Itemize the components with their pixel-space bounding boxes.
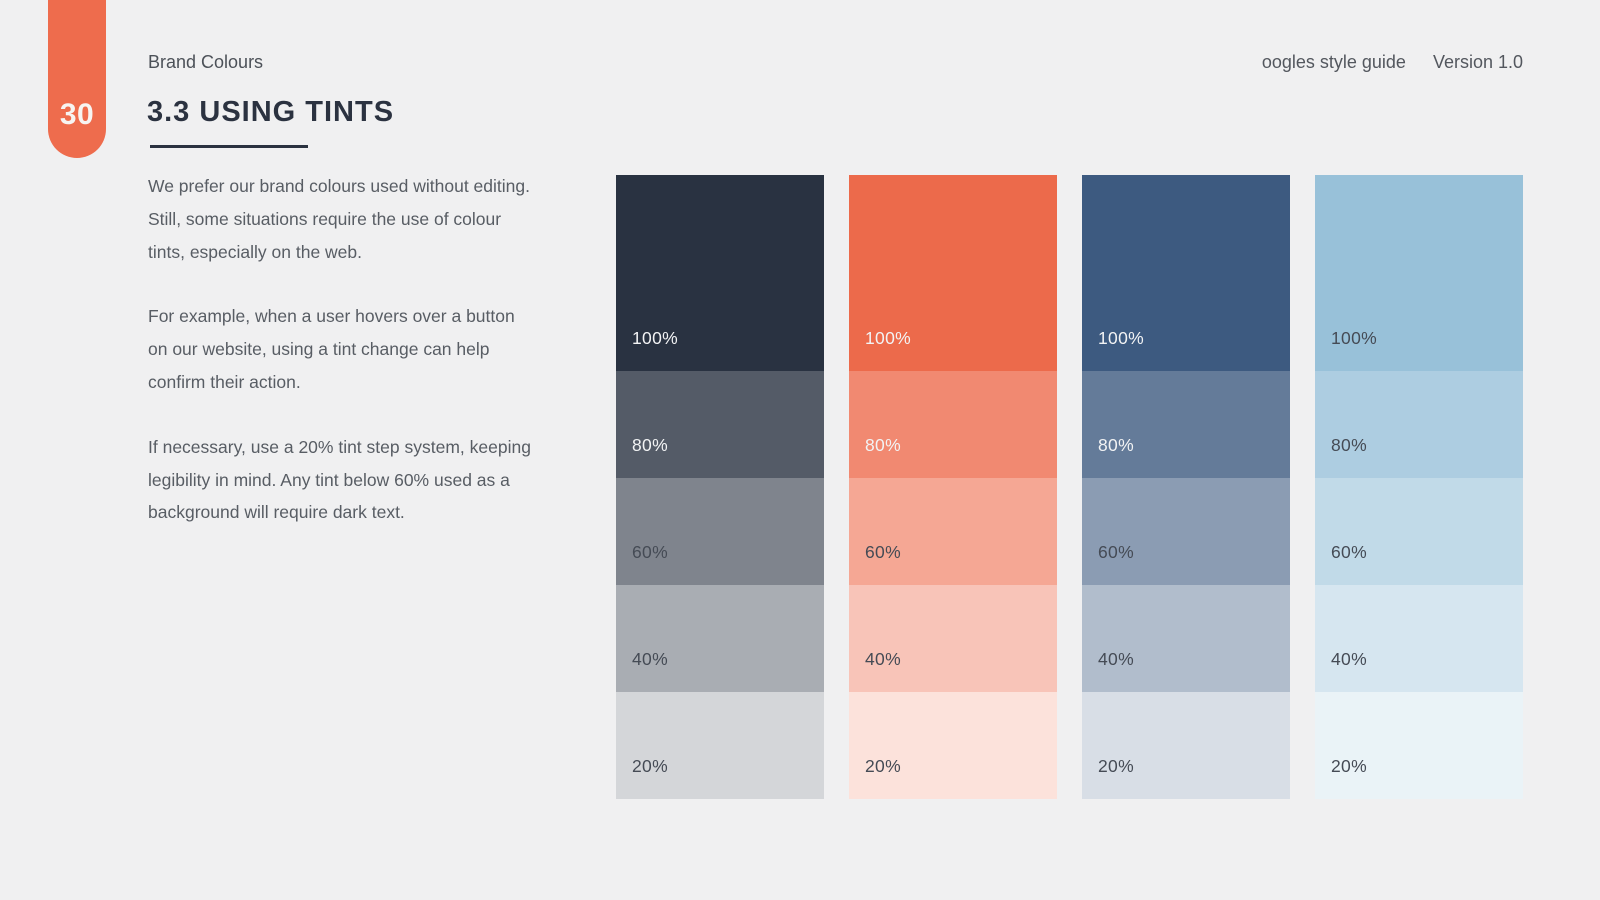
- tint-label: 100%: [865, 328, 911, 348]
- tint-label: 60%: [1331, 542, 1367, 562]
- tint-label: 20%: [1098, 756, 1134, 776]
- paragraph-line: Still, some situations require the use o…: [148, 208, 502, 229]
- tint-label: 40%: [1098, 649, 1134, 669]
- tint-label: 60%: [865, 542, 901, 562]
- tint-swatch: 20%: [849, 692, 1057, 799]
- tint-label: 40%: [1331, 649, 1367, 669]
- paragraph-line: legibility in mind. Any tint below 60% u…: [148, 469, 510, 490]
- tint-swatch: 20%: [1082, 692, 1290, 799]
- tint-label: 80%: [1098, 435, 1134, 455]
- page-title: 3.3 USING TINTS: [147, 96, 395, 128]
- tint-column-bdazzled-blue: 100% 80% 60% 40% 20%: [1082, 175, 1290, 799]
- document-title: oogles style guide: [1261, 52, 1406, 72]
- tint-label: 60%: [632, 542, 668, 562]
- tint-swatch: 40%: [849, 585, 1057, 692]
- paragraph-line: If necessary, use a 20% tint step system…: [148, 436, 531, 457]
- tint-label: 80%: [1331, 435, 1367, 455]
- tint-swatch: 80%: [1315, 371, 1523, 478]
- tint-swatch: 100%: [1315, 175, 1523, 371]
- tint-swatch: 80%: [616, 371, 824, 478]
- page-number-tab: 30: [48, 0, 106, 158]
- tint-label: 80%: [632, 435, 668, 455]
- tint-column-pale-cerulean: 100% 80% 60% 40% 20%: [1315, 175, 1523, 799]
- page-number: 30: [59, 98, 95, 131]
- tint-label: 100%: [1331, 328, 1377, 348]
- tint-swatch: 60%: [849, 478, 1057, 585]
- header-right: oogles style guide Version 1.0: [1262, 52, 1523, 73]
- tint-label: 100%: [1098, 328, 1144, 348]
- tint-swatch: 100%: [849, 175, 1057, 371]
- section-label: Brand Colours: [148, 52, 264, 72]
- tint-swatch: 20%: [1315, 692, 1523, 799]
- paragraph: For example, when a user hovers over a b…: [148, 300, 608, 398]
- tint-label: 40%: [865, 649, 901, 669]
- tint-swatch: 60%: [616, 478, 824, 585]
- tint-swatch: 40%: [1315, 585, 1523, 692]
- paragraph-line: We prefer our brand colours used without…: [148, 176, 530, 196]
- tint-columns: 100% 80% 60% 40% 20% 100% 80% 60% 40% 20% 100% 80% 6…: [616, 175, 1523, 799]
- tint-swatch: 80%: [849, 371, 1057, 478]
- tint-swatch: 80%: [1082, 371, 1290, 478]
- tint-label: 20%: [632, 756, 668, 776]
- paragraph-line: tints, especially on the web.: [148, 241, 363, 262]
- tint-label: 20%: [1331, 756, 1367, 776]
- paragraph-line: on our website, using a tint change can …: [148, 339, 490, 360]
- tint-column-gunmetal: 100% 80% 60% 40% 20%: [616, 175, 824, 799]
- tint-label: 60%: [1098, 542, 1134, 562]
- paragraph: We prefer our brand colours used without…: [148, 170, 608, 268]
- version-label: Version 1.0: [1432, 52, 1523, 72]
- paragraph-line: background will require dark text.: [148, 502, 405, 523]
- tint-swatch: 100%: [616, 175, 824, 371]
- tint-column-burnt-sienna: 100% 80% 60% 40% 20%: [849, 175, 1057, 799]
- tint-swatch: 60%: [1082, 478, 1290, 585]
- tint-swatch: 60%: [1315, 478, 1523, 585]
- paragraph-line: confirm their action.: [148, 371, 301, 392]
- tint-label: 20%: [865, 756, 901, 776]
- paragraph-line: For example, when a user hovers over a b…: [148, 306, 515, 327]
- title-underline: [150, 145, 308, 148]
- tint-swatch: 40%: [616, 585, 824, 692]
- tint-swatch: 100%: [1082, 175, 1290, 371]
- tint-swatch: 40%: [1082, 585, 1290, 692]
- tint-label: 100%: [632, 328, 678, 348]
- tint-swatch: 20%: [616, 692, 824, 799]
- tint-label: 40%: [632, 649, 668, 669]
- tint-label: 80%: [865, 435, 901, 455]
- paragraph: If necessary, use a 20% tint step system…: [148, 431, 608, 529]
- intro-copy: We prefer our brand colours used without…: [148, 170, 608, 561]
